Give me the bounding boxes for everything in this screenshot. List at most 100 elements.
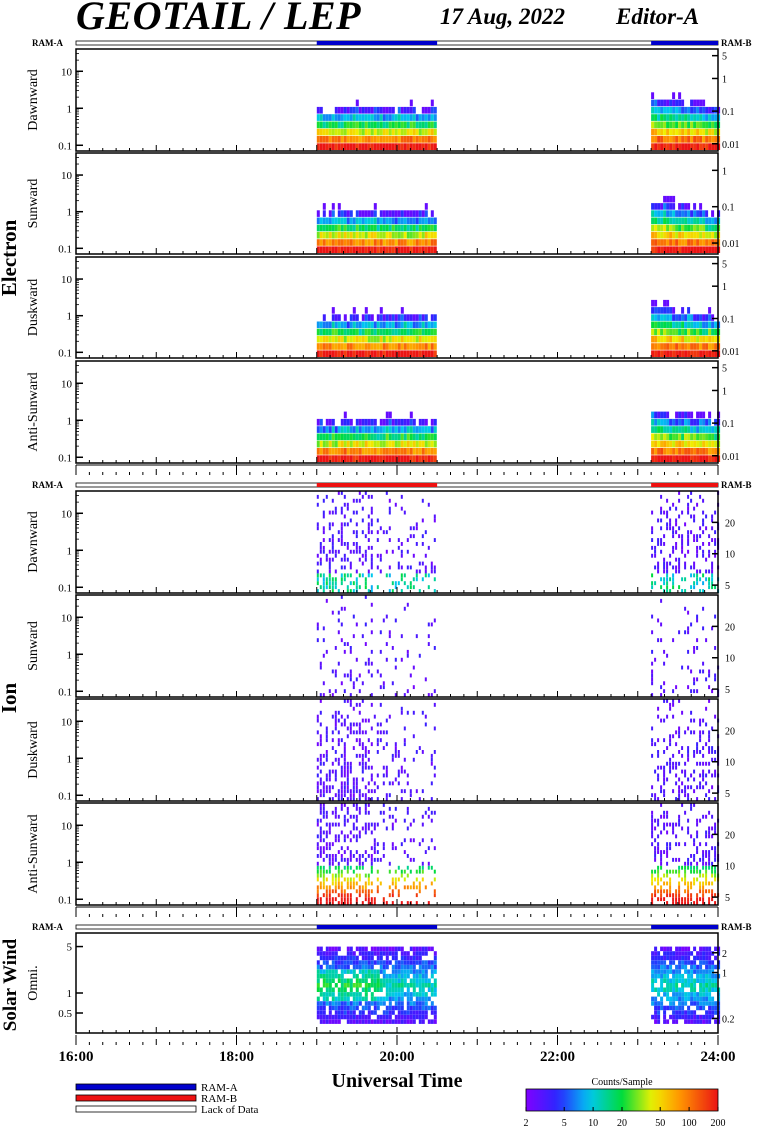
colorbar-tick-label: 2 [524, 1118, 529, 1128]
electron-sunward-label: Sunward [26, 179, 41, 229]
colorbar-tick-label: 50 [655, 1118, 665, 1128]
ion-sunward-left-tick-label: 1 [67, 649, 73, 661]
ion-dawnward-time-ticks [75, 587, 719, 593]
electron-axis-strip-ticks [75, 465, 719, 475]
colorbar-tick-label: 5 [562, 1118, 567, 1128]
electron-anti-sunward-right-tick-label: 0.1 [722, 419, 735, 430]
electron-duskward-right-tick-label: 0.1 [722, 315, 735, 326]
solar-wind-ram-left-label: RAM-A [32, 922, 63, 932]
ion-duskward-left-tick-label: 1 [67, 753, 73, 765]
ion-sunward-left-tick-label: 10 [61, 612, 73, 624]
ion-dawnward-label: Dawnward [26, 511, 41, 572]
electron-dawnward-right-tick-label: 0.1 [722, 107, 735, 118]
ion-status-segment [651, 483, 718, 487]
ion-anti-sunward-left-tick-label: 10 [61, 820, 73, 832]
colorbar-tick-label: 200 [711, 1118, 726, 1128]
solar-wind-omni-left-tick-label: 1 [67, 988, 73, 1000]
ion-duskward-time-ticks [75, 795, 719, 801]
x-tick-label: 22:00 [540, 1049, 575, 1065]
legend-label-1: RAM-B [201, 1093, 237, 1105]
ion-anti-sunward-frame [75, 802, 719, 906]
ion-duskward-right-tick-label: 10 [725, 758, 735, 769]
spectrogram-solar-wind-0 [316, 946, 721, 1024]
x-tick-label: 18:00 [219, 1049, 254, 1065]
ion-sunward-right-tick-label: 20 [725, 622, 735, 633]
legend-label-2: Lack of Data [201, 1104, 259, 1116]
ion-dawnward-left-tick-label: 0.1 [58, 582, 72, 594]
electron-status-segment [316, 41, 438, 45]
solar-wind-status-segment [651, 925, 718, 929]
ion-dawnward-right-tick-label: 10 [725, 550, 735, 561]
ion-duskward-frame [75, 698, 719, 802]
electron-sunward-left-tick-label: 0.1 [58, 243, 72, 255]
chart-title: GEOTAIL / LEP [76, 0, 362, 38]
electron-duskward-right-tick-label: 0.01 [722, 347, 740, 358]
electron-dawnward-label: Dawnward [26, 69, 41, 130]
electron-sunward-frame [75, 152, 719, 255]
electron-sunward-left-tick-label: 1 [67, 207, 73, 219]
solar-wind-omni-left-tick-label: 5 [67, 942, 73, 954]
electron-sunward-right-tick-label: 0.1 [722, 203, 735, 214]
ion-anti-sunward-left-tick-label: 1 [67, 857, 73, 869]
solar-wind-status-segment [316, 925, 438, 929]
solar-wind-omni-left-tick-label: 0.5 [58, 1008, 72, 1020]
ion-anti-sunward-right-tick-label: 20 [725, 830, 735, 841]
electron-anti-sunward-left-tick-label: 1 [67, 415, 73, 427]
ion-duskward-left-tick-label: 10 [61, 716, 73, 728]
electron-sunward-right-tick-label: 0.01 [722, 239, 740, 250]
electron-duskward-label: Duskward [26, 279, 41, 337]
ion-anti-sunward-label: Anti-Sunward [26, 814, 41, 893]
electron-duskward-time-ticks [75, 352, 719, 358]
electron-dawnward-left-tick-label: 10 [61, 66, 73, 78]
ion-duskward-right-tick-label: 5 [725, 789, 730, 800]
electron-dawnward-frame [75, 48, 719, 152]
solar-wind-omni-label: Omni. [26, 965, 41, 1000]
electron-duskward-right-tick-label: 1 [722, 282, 727, 293]
chart-date: 17 Aug, 2022 [440, 4, 566, 29]
legend-label-0: RAM-A [201, 1082, 238, 1094]
spectrogram-ion-1 [316, 595, 720, 697]
spectrogram-electron-0 [316, 92, 721, 150]
solar-wind-omni-right-tick-label: 2 [722, 949, 727, 960]
ion-sunward-frame [75, 594, 719, 698]
electron-duskward-right-tick-label: 5 [722, 260, 727, 271]
solar-wind-omni-time-ticks [75, 1027, 719, 1033]
electron-dawnward-left-tick-label: 0.1 [58, 140, 72, 152]
chart-editor: Editor-A [616, 4, 700, 29]
electron-sunward-left-tick-label: 10 [61, 170, 73, 182]
solar-wind-group-label: Solar Wind [0, 938, 21, 1031]
solar-wind-ram-right-label: RAM-B [721, 922, 752, 932]
electron-duskward-left-tick-label: 0.1 [58, 347, 72, 359]
ion-dawnward-left-tick-label: 1 [67, 545, 73, 557]
ion-dawnward-left-tick-label: 10 [61, 508, 73, 520]
ion-sunward-label: Sunward [26, 621, 41, 671]
x-axis-title: Universal Time [332, 1070, 463, 1092]
electron-ram-right-label: RAM-B [721, 38, 752, 48]
electron-anti-sunward-time-ticks [75, 457, 719, 463]
ion-sunward-right-tick-label: 10 [725, 654, 735, 665]
ion-dawnward-right-tick-label: 5 [725, 581, 730, 592]
electron-dawnward-right-tick-label: 1 [722, 74, 727, 85]
electron-duskward-frame [75, 256, 719, 359]
legend-swatch-2 [75, 1105, 197, 1113]
solar-wind-omni-right-tick-label: 0.2 [722, 1014, 735, 1025]
ion-ram-right-label: RAM-B [721, 480, 752, 490]
colorbar-tick-label: 10 [588, 1118, 598, 1128]
electron-dawnward-left-tick-label: 1 [67, 103, 73, 115]
ion-sunward-time-ticks [75, 691, 719, 697]
x-axis-ticks [75, 1035, 719, 1045]
ion-sunward-left-tick-label: 0.1 [58, 686, 72, 698]
colorbar-tick-label: 100 [682, 1118, 697, 1128]
spectrogram-ion-2 [316, 699, 720, 801]
ion-dawnward-right-tick-label: 20 [725, 518, 735, 529]
electron-duskward-left-tick-label: 1 [67, 311, 73, 323]
ion-duskward-right-tick-label: 20 [725, 726, 735, 737]
ion-anti-sunward-time-ticks [75, 899, 719, 905]
spectrogram-electron-1 [316, 195, 721, 253]
electron-anti-sunward-left-tick-label: 10 [61, 378, 73, 390]
legend-swatch-0 [75, 1083, 197, 1091]
ion-duskward-left-tick-label: 0.1 [58, 790, 72, 802]
x-tick-label: 24:00 [701, 1049, 736, 1065]
ion-axis-strip-ticks [75, 907, 719, 917]
